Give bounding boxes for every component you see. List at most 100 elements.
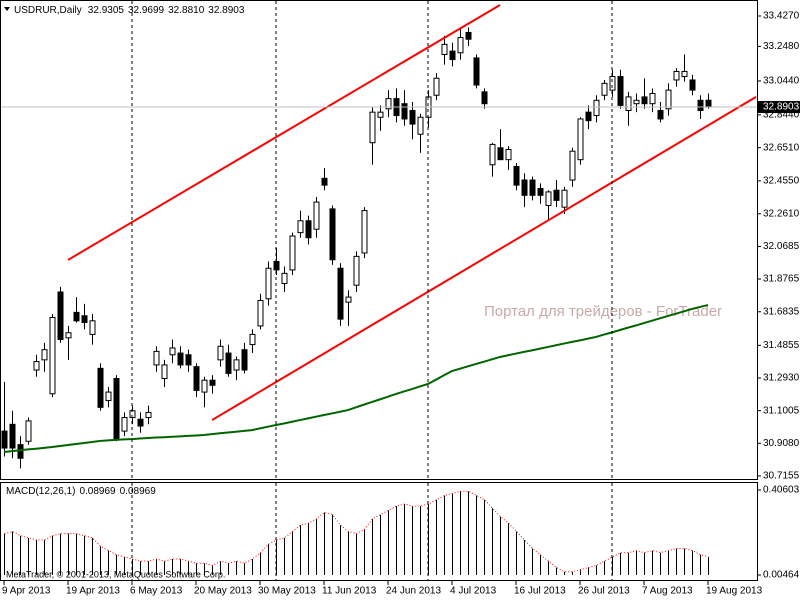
candle-body <box>505 148 512 161</box>
candle-body <box>417 116 424 135</box>
axes: 33.4270 33.2480 33.0440 32.8440 32.6510 32.45… <box>2 11 800 597</box>
candle-body <box>161 364 168 380</box>
candle-body <box>633 99 640 105</box>
y-tick-label: 30.7155 <box>763 471 800 482</box>
candle-body <box>553 189 560 201</box>
candle-body <box>577 118 584 161</box>
candle-body <box>217 345 224 361</box>
candle-body <box>41 349 48 361</box>
candle-body <box>305 220 312 239</box>
candle-body <box>81 315 88 324</box>
candle-body <box>665 89 672 110</box>
candle-body <box>25 420 32 442</box>
candle-body <box>401 103 408 120</box>
candle-body <box>441 43 448 56</box>
y-tick-label: 31.2930 <box>763 373 800 384</box>
x-tick-label: 7 Aug 2013 <box>642 586 693 597</box>
x-tick-label: 20 May 2013 <box>194 586 252 597</box>
candle-body <box>313 201 320 230</box>
candle-body <box>449 50 456 61</box>
candle-body <box>185 354 192 366</box>
x-tick-label: 6 May 2013 <box>130 586 183 597</box>
candle-body <box>377 111 384 118</box>
footer: MetaTrader, © 2001-2013, MetaQuotes Soft… <box>6 569 225 579</box>
y-tick-label: 33.0440 <box>763 76 800 87</box>
candle-body <box>89 320 96 335</box>
candle-body <box>97 367 104 408</box>
candle-body <box>569 150 576 181</box>
x-tick-label: 24 Jun 2013 <box>386 586 441 597</box>
y-tick-label: 33.4270 <box>763 11 800 22</box>
candle-body <box>705 99 712 108</box>
candle-body <box>617 76 624 106</box>
open-label: 32.9305 <box>88 5 125 16</box>
candle-body <box>521 179 528 196</box>
y-tick-label: 33.2480 <box>763 41 800 52</box>
candle-body <box>193 366 200 391</box>
candle-body <box>177 352 184 366</box>
candle-body <box>241 349 248 371</box>
candle-body <box>233 359 240 371</box>
header-arrow <box>4 7 10 11</box>
candle-body <box>353 255 360 286</box>
candle-body <box>201 379 208 393</box>
price-label: 32.8903 <box>763 102 800 113</box>
candle-body <box>649 93 656 105</box>
candle-body <box>33 361 40 371</box>
candle-body <box>385 98 392 110</box>
close-label: 32.8903 <box>208 5 245 16</box>
candle-body <box>249 333 256 346</box>
trend-line <box>67 4 501 261</box>
x-tick-label: 19 Apr 2013 <box>66 586 120 597</box>
macd-header: MACD(12,26,1) 0.08969 0.08969 <box>6 486 156 497</box>
candle-body <box>345 296 352 303</box>
candle-body <box>433 77 440 96</box>
candle-body <box>409 109 416 125</box>
candle-body <box>121 417 128 432</box>
main-plot: Портал для трейдеров - ForTrader <box>1 4 757 469</box>
y-tick-label: 32.0685 <box>763 241 800 252</box>
candle-body <box>585 111 592 122</box>
macd-title: MACD(12,26,1) <box>6 486 75 497</box>
candle-body <box>281 272 288 285</box>
chart-header: USDRUR,Daily 32.9305 32.9699 32.8810 32.8903 <box>14 5 245 16</box>
x-tick-label: 11 Jun 2013 <box>322 586 377 597</box>
candle-body <box>137 418 144 427</box>
candle-body <box>289 235 296 271</box>
high-label: 32.9699 <box>128 5 165 16</box>
x-tick-label: 16 Jul 2013 <box>514 586 566 597</box>
candle-body <box>601 82 608 96</box>
candle-body <box>673 70 680 81</box>
candle-body <box>265 267 272 300</box>
y-tick-label: 32.4550 <box>763 176 800 187</box>
candle-body <box>625 96 632 111</box>
candle-body <box>561 189 568 208</box>
candle-body <box>465 31 472 40</box>
y-tick-label: 30.9080 <box>763 438 800 449</box>
candle-body <box>65 332 72 339</box>
candle-body <box>537 188 544 196</box>
candle-body <box>17 444 24 459</box>
signal-value: 0.08969 <box>120 486 157 497</box>
candle-body <box>9 423 16 449</box>
candle-body <box>49 316 56 395</box>
candle-body <box>489 143 496 166</box>
y-tick-label: 32.6510 <box>763 142 800 153</box>
candle-body <box>473 57 480 86</box>
candle-body <box>257 299 264 327</box>
candle-body <box>641 96 648 105</box>
candle-body <box>497 147 504 161</box>
candle-body <box>697 99 704 111</box>
candle-body <box>113 378 120 441</box>
macd-value: 0.08969 <box>79 486 116 497</box>
candle-body <box>369 111 376 144</box>
y-tick-label: 31.4855 <box>763 340 800 351</box>
price-label-box <box>757 101 800 114</box>
watermark: Портал для трейдеров - ForTrader <box>484 303 722 320</box>
candle-body <box>545 191 552 206</box>
x-tick-label: 30 May 2013 <box>258 586 316 597</box>
candle-body <box>153 350 160 366</box>
candle-body <box>1 430 8 449</box>
